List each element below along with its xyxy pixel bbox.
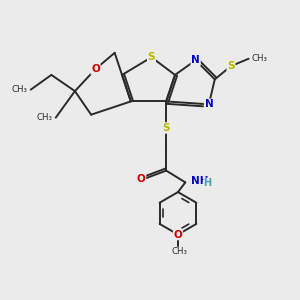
Text: H: H: [204, 178, 212, 188]
Text: CH₃: CH₃: [171, 247, 188, 256]
Text: O: O: [137, 174, 146, 184]
Text: CH₃: CH₃: [252, 54, 268, 63]
Text: CH₃: CH₃: [11, 85, 27, 94]
Text: N: N: [205, 99, 213, 110]
Text: S: S: [227, 61, 235, 71]
Text: S: S: [148, 52, 155, 62]
Text: S: S: [162, 123, 170, 133]
Text: NH: NH: [190, 176, 208, 186]
Text: O: O: [174, 230, 182, 239]
Text: O: O: [91, 64, 100, 74]
Text: CH₃: CH₃: [36, 113, 52, 122]
Text: N: N: [191, 55, 200, 65]
